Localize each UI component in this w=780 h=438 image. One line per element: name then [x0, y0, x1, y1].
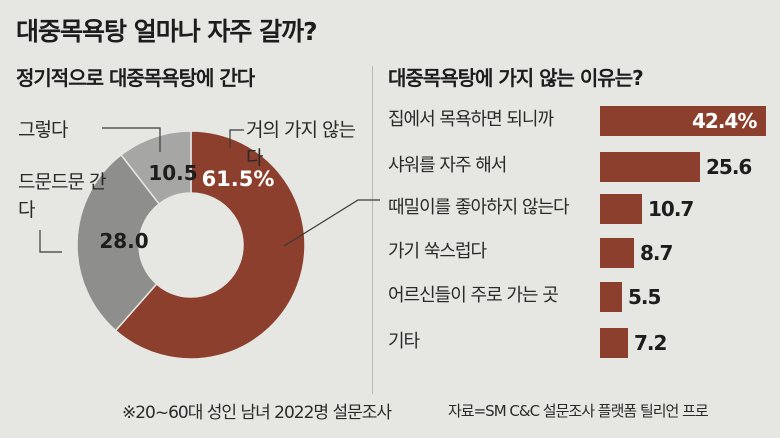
bar — [600, 282, 622, 312]
slice-label-sometimes: 드문드문 간다 — [18, 171, 106, 221]
bar-chart-title: 대중목욕탕에 가지 않는 이유는? — [388, 66, 644, 90]
slice-value-sometimes: 28.0 — [99, 229, 148, 253]
bar — [600, 194, 642, 224]
bar-label: 가기 쑥스럽다 — [388, 241, 487, 262]
chart-title: 대중목욕탕 얼마나 자주 갈까? — [16, 17, 318, 46]
footnote: ※20~60대 성인 남녀 2022명 설문조사 — [122, 403, 392, 423]
bar-value: 8.7 — [640, 241, 673, 265]
donut-chart-title: 정기적으로 대중목욕탕에 간다 — [16, 66, 255, 90]
leader-line-sometimes — [39, 230, 62, 253]
divider — [372, 66, 373, 394]
source: 자료=SM C&C 설문조사 플랫폼 틸리언 프로 — [448, 402, 709, 420]
leader-line-reasons — [283, 199, 380, 247]
slice-label-yes: 그렇다 — [18, 119, 68, 141]
slice-rarely — [114, 130, 306, 360]
slice-value-yes: 10.5 — [148, 161, 197, 185]
bar-label: 어르신들이 주로 가는 곳 — [388, 285, 559, 306]
bar-value: 5.5 — [628, 285, 661, 309]
leader-line-rarely — [229, 129, 244, 148]
bar-label: 샤워를 자주 해서 — [388, 155, 507, 176]
bar — [600, 152, 700, 182]
slice-label-rarely: 거의 가지 않는다 — [246, 119, 356, 169]
bar-value: 7.2 — [634, 331, 667, 355]
bar — [600, 328, 628, 358]
bar-value: 10.7 — [648, 197, 694, 221]
bar — [600, 106, 766, 136]
bar-value: 25.6 — [706, 155, 752, 179]
slice-sometimes — [76, 153, 161, 332]
slice-value-rarely: 61.5% — [202, 167, 275, 191]
leader-line-yes — [102, 127, 161, 152]
bar-value: 42.4% — [692, 109, 757, 133]
bar-label: 기타 — [388, 331, 420, 352]
bar — [600, 238, 634, 268]
bar-label: 집에서 목욕하면 되니까 — [388, 109, 554, 130]
slice-yes — [120, 130, 192, 205]
bar-label: 때밀이를 좋아하지 않는다 — [388, 197, 570, 218]
